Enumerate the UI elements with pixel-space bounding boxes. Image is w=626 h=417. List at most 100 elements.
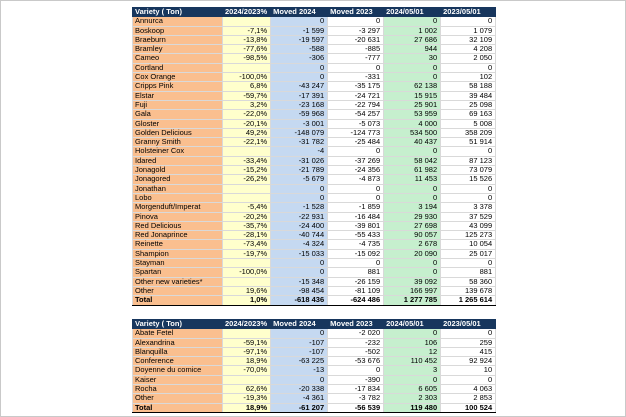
value-cell[interactable]: -1 859 <box>327 202 385 213</box>
value-cell[interactable]: -24 721 <box>327 90 385 101</box>
value-cell[interactable]: 0 <box>327 146 385 157</box>
header-stock-2023-05-01[interactable]: 2023/05/01 <box>440 318 497 330</box>
header-moved-2023[interactable]: Moved 2023 <box>327 318 385 330</box>
value-cell[interactable]: 0 <box>383 267 442 278</box>
value-cell[interactable]: -31 026 <box>270 155 329 167</box>
value-cell[interactable]: 2 303 <box>383 393 442 404</box>
value-cell[interactable]: -20 631 <box>327 34 385 46</box>
variety-cell[interactable]: Granny Smith <box>132 137 223 148</box>
value-cell[interactable]: 15 915 <box>383 90 442 101</box>
variety-cell[interactable]: Lobo <box>132 192 223 204</box>
value-cell[interactable]: 139 678 <box>440 285 497 297</box>
variety-cell[interactable]: Pinova <box>132 211 223 222</box>
value-cell[interactable]: -20 338 <box>270 384 329 395</box>
value-cell[interactable]: -17 834 <box>327 384 385 395</box>
value-cell[interactable]: 4 063 <box>440 384 497 395</box>
value-cell[interactable]: -26 159 <box>327 276 385 287</box>
value-cell[interactable]: -35,7% <box>221 220 272 232</box>
variety-cell[interactable]: Shampion <box>132 248 223 260</box>
variety-cell[interactable]: Jonathan <box>132 183 223 194</box>
value-cell[interactable]: -19 597 <box>270 34 329 46</box>
value-cell[interactable]: -1 599 <box>270 25 329 36</box>
value-cell[interactable]: 19,6% <box>221 285 272 297</box>
value-cell[interactable]: -55 433 <box>327 230 385 241</box>
value-cell[interactable]: 6 605 <box>383 384 442 395</box>
value-cell[interactable]: 0 <box>327 62 385 74</box>
variety-cell[interactable]: Spartan <box>132 267 223 278</box>
value-cell[interactable] <box>221 16 272 27</box>
value-cell[interactable]: 0 <box>383 183 442 194</box>
variety-cell[interactable]: Holsteiner Cox <box>132 146 223 157</box>
variety-cell[interactable]: Kaiser <box>132 374 223 386</box>
variety-cell[interactable]: Reinette <box>132 239 223 250</box>
value-cell[interactable]: 43 099 <box>440 220 497 232</box>
value-cell[interactable]: -59,1% <box>221 337 272 348</box>
value-cell[interactable]: 0 <box>270 16 329 27</box>
value-cell[interactable]: -107 <box>270 337 329 348</box>
value-cell[interactable]: 106 <box>383 337 442 348</box>
variety-cell[interactable]: Braeburn <box>132 34 223 46</box>
value-cell[interactable]: -61 207 <box>270 402 329 413</box>
value-cell[interactable]: -5 073 <box>327 118 385 129</box>
value-cell[interactable]: -100,0% <box>221 267 272 278</box>
value-cell[interactable]: 62,6% <box>221 384 272 395</box>
value-cell[interactable]: 3,2% <box>221 99 272 111</box>
variety-cell[interactable]: Gloster <box>132 118 223 129</box>
value-cell[interactable]: 27 686 <box>383 34 442 46</box>
value-cell[interactable]: -73,4% <box>221 239 272 250</box>
value-cell[interactable]: -107 <box>270 346 329 358</box>
value-cell[interactable]: -23 168 <box>270 99 329 111</box>
value-cell[interactable]: -502 <box>327 346 385 358</box>
value-cell[interactable]: -15 348 <box>270 276 329 287</box>
value-cell[interactable]: 0 <box>440 328 497 339</box>
value-cell[interactable]: -15 033 <box>270 248 329 260</box>
value-cell[interactable]: 0 <box>270 183 329 194</box>
variety-cell[interactable]: Gala <box>132 109 223 120</box>
value-cell[interactable]: -4 <box>270 146 329 157</box>
value-cell[interactable]: -53 676 <box>327 356 385 367</box>
value-cell[interactable]: 1 002 <box>383 25 442 36</box>
value-cell[interactable]: -31 782 <box>270 137 329 148</box>
value-cell[interactable]: -4 361 <box>270 393 329 404</box>
header-moved-2023[interactable]: Moved 2023 <box>327 6 385 18</box>
value-cell[interactable]: 944 <box>383 44 442 55</box>
variety-cell[interactable]: Morgenduft/Imperat <box>132 202 223 213</box>
value-cell[interactable]: 0 <box>383 257 442 269</box>
value-cell[interactable]: 39 484 <box>440 90 497 101</box>
value-cell[interactable]: -777 <box>327 53 385 64</box>
value-cell[interactable]: -3 782 <box>327 393 385 404</box>
value-cell[interactable]: 0 <box>383 192 442 204</box>
value-cell[interactable]: -59 968 <box>270 109 329 120</box>
variety-cell[interactable]: Doyenne du comice <box>132 365 223 376</box>
header-stock-2023-05-01[interactable]: 2023/05/01 <box>440 6 497 18</box>
header-variety[interactable]: Variety ( Ton) <box>132 318 223 330</box>
header-variety[interactable]: Variety ( Ton) <box>132 6 223 18</box>
value-cell[interactable]: -56 539 <box>327 402 385 413</box>
value-cell[interactable]: -19,3% <box>221 393 272 404</box>
value-cell[interactable]: 102 <box>440 72 497 83</box>
header-moved-2024[interactable]: Moved 2024 <box>270 318 329 330</box>
value-cell[interactable]: -3 001 <box>270 118 329 129</box>
variety-cell[interactable]: Golden Delicious <box>132 127 223 139</box>
value-cell[interactable]: 1,0% <box>221 295 272 306</box>
header-pct-change[interactable]: 2024/2023% <box>221 6 272 18</box>
value-cell[interactable]: 881 <box>327 267 385 278</box>
value-cell[interactable]: 0 <box>383 146 442 157</box>
value-cell[interactable]: -24 400 <box>270 220 329 232</box>
value-cell[interactable]: 0 <box>383 328 442 339</box>
value-cell[interactable]: 0 <box>383 62 442 74</box>
value-cell[interactable]: 18,9% <box>221 402 272 413</box>
header-stock-2024-05-01[interactable]: 2024/05/01 <box>383 6 442 18</box>
value-cell[interactable]: 32 109 <box>440 34 497 46</box>
value-cell[interactable]: -588 <box>270 44 329 55</box>
value-cell[interactable]: 6,8% <box>221 81 272 92</box>
value-cell[interactable]: -43 247 <box>270 81 329 92</box>
value-cell[interactable]: 30 <box>383 53 442 64</box>
header-stock-2024-05-01[interactable]: 2024/05/01 <box>383 318 442 330</box>
value-cell[interactable]: -81 109 <box>327 285 385 297</box>
value-cell[interactable]: 0 <box>440 146 497 157</box>
value-cell[interactable]: 2 050 <box>440 53 497 64</box>
value-cell[interactable] <box>221 192 272 204</box>
value-cell[interactable]: -33,4% <box>221 155 272 167</box>
value-cell[interactable]: 0 <box>383 72 442 83</box>
